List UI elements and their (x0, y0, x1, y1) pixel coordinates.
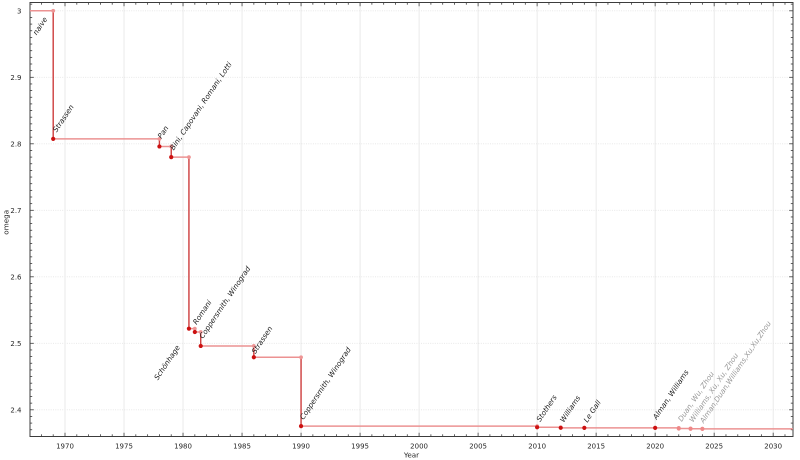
data-point-marker (198, 343, 203, 349)
data-point-marker (251, 355, 256, 360)
plateau-segments (29, 10, 793, 430)
x-tick-label: 1990 (292, 442, 310, 450)
data-point-marker (535, 425, 540, 430)
data-point-marker (186, 326, 192, 331)
data-point-label: Bini, Capovani, Romani, Lotti (168, 60, 234, 151)
y-axis-title: omega (1, 210, 10, 235)
step-corner-marker (198, 330, 203, 334)
x-tick-label: 1970 (56, 442, 74, 450)
data-point-label: Schönhage (152, 343, 182, 382)
x-tick-label: 2010 (528, 442, 546, 450)
data-point-label: Strassen (250, 324, 275, 355)
step-corner-marker (251, 344, 256, 348)
x-tick-label: 2025 (705, 442, 723, 450)
data-point-label: Williams (558, 394, 583, 424)
tick-labels: 1970 1975 1980 1985 1990 1995 2000 2005 2010 2015… (10, 7, 782, 450)
plot-border (29, 2, 794, 437)
step-corner-marker (157, 136, 162, 141)
y-tick-label: 2.7 (10, 207, 21, 215)
step-corner-marker (299, 355, 303, 360)
data-point-label: Strassen (51, 103, 76, 134)
x-tick-label: 1975 (115, 442, 133, 450)
data-point-markers (51, 8, 705, 431)
step-corner-marker (192, 326, 197, 331)
data-point-label: Stothers (534, 393, 559, 423)
step-line (29, 10, 793, 430)
drop-segments (52, 10, 704, 429)
y-tick-label: 3 (17, 7, 21, 15)
data-point-marker (653, 425, 658, 430)
data-point-label: naive (31, 15, 50, 37)
x-tick-label: 1995 (351, 442, 369, 450)
data-point-marker (157, 144, 162, 149)
data-point-marker (169, 155, 174, 160)
data-point-marker (688, 426, 693, 431)
x-tick-label: 1980 (174, 442, 192, 450)
axis-ticks (30, 2, 793, 437)
x-tick-label: 2030 (764, 442, 782, 450)
x-tick-label: 2020 (646, 442, 664, 450)
axes-spines (29, 2, 794, 437)
data-point-marker (51, 136, 56, 141)
x-axis-title: Year (403, 451, 419, 460)
x-tick-label: 2005 (469, 442, 487, 450)
data-point-marker (700, 426, 705, 431)
data-point-marker (676, 426, 681, 431)
data-point-marker (192, 329, 197, 335)
x-tick-label: 1985 (233, 442, 251, 450)
grid-lines (30, 2, 793, 437)
y-tick-label: 2.5 (10, 340, 21, 348)
step-corner-marker (187, 155, 191, 160)
y-tick-label: 2.9 (10, 74, 21, 82)
data-point-marker (558, 425, 563, 430)
x-tick-label: 2000 (410, 442, 428, 450)
x-tick-label: 2015 (587, 442, 605, 450)
step-corner-marker (169, 144, 174, 149)
data-point-label: Le Gall (582, 398, 603, 423)
y-tick-label: 2.4 (10, 406, 22, 414)
y-tick-label: 2.6 (10, 273, 22, 281)
data-point-marker (582, 425, 587, 430)
data-point-marker (298, 423, 304, 429)
data-point-label: Coppersmith, Winograd (298, 345, 353, 421)
y-tick-label: 2.8 (10, 140, 21, 148)
data-point-label: Pan (156, 124, 171, 140)
step-corner-marker (51, 8, 56, 13)
